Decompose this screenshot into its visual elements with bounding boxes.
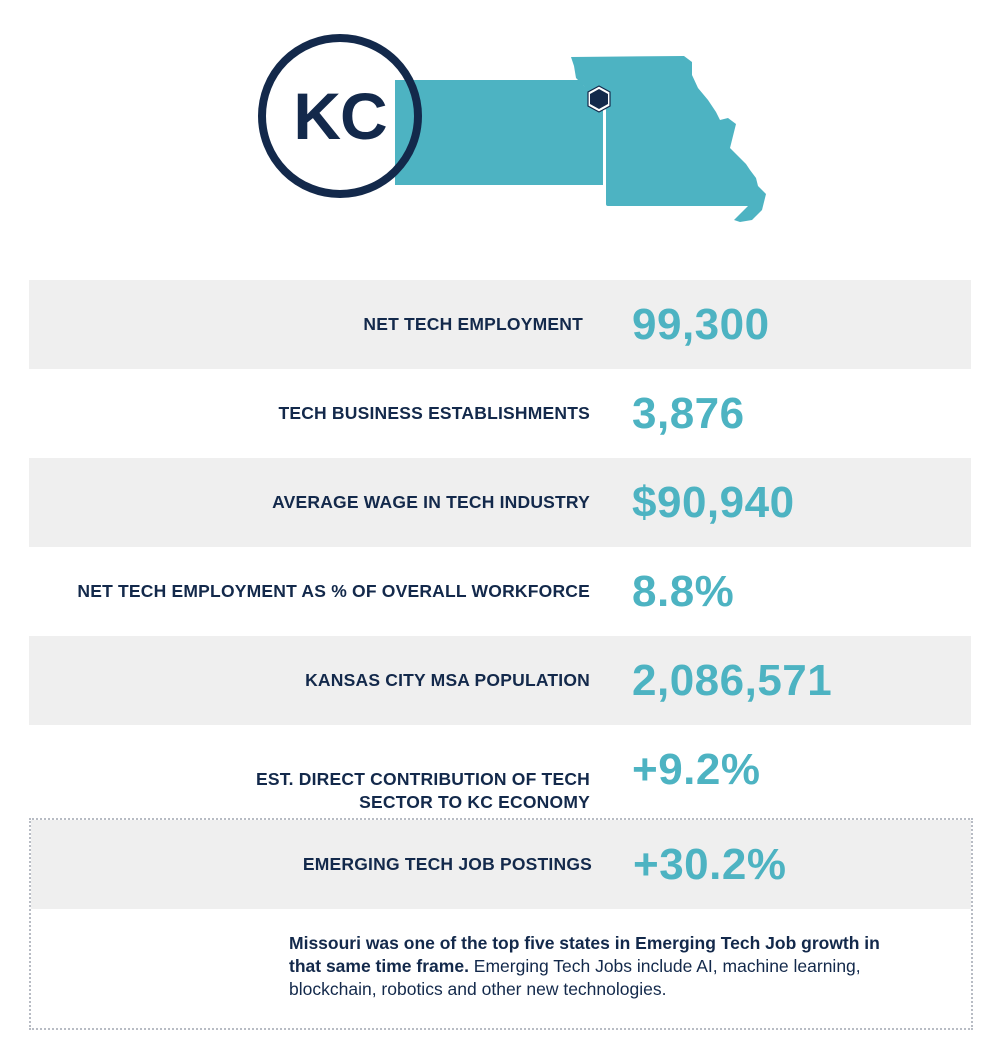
stat-value: $90,940 — [632, 477, 795, 527]
stat-label: NET TECH EMPLOYMENT — [363, 314, 583, 334]
stat-row-net-tech-employment: NET TECH EMPLOYMENT 99,300 — [29, 280, 971, 369]
stat-value: 2,086,571 — [632, 655, 833, 705]
kansas-shape — [395, 80, 603, 185]
stat-label: TECH BUSINESS ESTABLISHMENTS — [278, 403, 590, 423]
stat-row-tech-business-establishments: TECH BUSINESS ESTABLISHMENTS 3,876 — [29, 369, 971, 458]
stat-label-line1: EST. DIRECT CONTRIBUTION OF TECH — [255, 769, 590, 789]
kc-map-graphic — [258, 34, 766, 222]
stat-row-emerging-tech-postings: EMERGING TECH JOB POSTINGS +30.2% — [31, 820, 971, 909]
stat-label: NET TECH EMPLOYMENT AS % OF OVERALL WORK… — [77, 581, 590, 601]
stat-label: AVERAGE WAGE IN TECH INDUSTRY — [272, 492, 590, 512]
missouri-shape — [571, 56, 766, 222]
callout-note-bold: Missouri was one of the top five states … — [289, 933, 880, 976]
callout-note: Missouri was one of the top five states … — [289, 932, 909, 1001]
stat-label-line2: SECTOR TO KC ECONOMY — [359, 792, 590, 812]
stat-row-msa-population: KANSAS CITY MSA POPULATION 2,086,571 — [29, 636, 971, 725]
stat-row-tech-contribution: EST. DIRECT CONTRIBUTION OF TECH SECTOR … — [29, 725, 971, 814]
stat-value: 8.8% — [632, 566, 735, 616]
callout-note-regular: Emerging Tech Jobs include AI, machine l… — [289, 956, 861, 999]
stat-value: +30.2% — [633, 839, 787, 889]
stat-label: EMERGING TECH JOB POSTINGS — [302, 854, 592, 874]
stat-row-average-wage: AVERAGE WAGE IN TECH INDUSTRY $90,940 — [29, 458, 971, 547]
stat-label: KANSAS CITY MSA POPULATION — [305, 670, 590, 690]
stat-label: EST. DIRECT CONTRIBUTION OF TECH SECTOR … — [256, 725, 590, 814]
kc-badge-text: KC — [293, 79, 387, 153]
kansas-city-marker-icon — [587, 85, 611, 113]
stat-row-tech-employment-percent: NET TECH EMPLOYMENT AS % OF OVERALL WORK… — [29, 547, 971, 636]
kc-badge-ring — [258, 34, 422, 198]
emerging-tech-callout: EMERGING TECH JOB POSTINGS +30.2% Missou… — [29, 818, 973, 1030]
stat-value: 3,876 — [632, 388, 745, 438]
stat-value: 99,300 — [632, 299, 770, 349]
stat-value: +9.2% — [632, 744, 761, 794]
